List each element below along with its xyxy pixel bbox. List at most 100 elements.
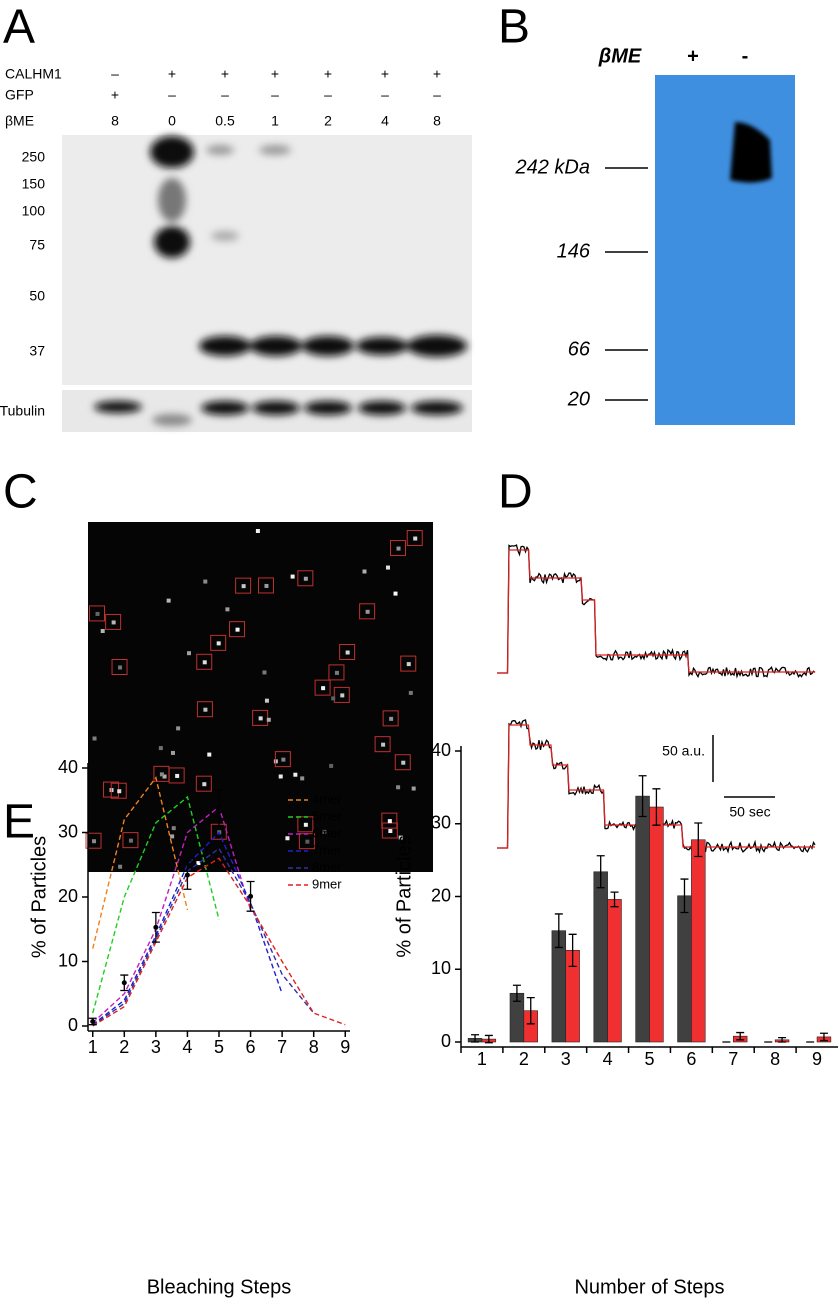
marker-label: 75 bbox=[29, 237, 45, 253]
panel-letter: B bbox=[498, 1, 530, 54]
y-tick-label: 30 bbox=[58, 821, 78, 841]
lane-label: + bbox=[168, 66, 176, 82]
spot bbox=[203, 707, 208, 712]
error-bar bbox=[778, 1036, 787, 1043]
y-tick-label: 20 bbox=[58, 886, 78, 906]
spot bbox=[398, 835, 403, 840]
error-bar bbox=[610, 891, 619, 908]
spot bbox=[187, 651, 192, 656]
spot-box bbox=[339, 644, 356, 661]
bar bbox=[649, 806, 664, 1043]
lane-label: – bbox=[324, 87, 332, 103]
scale-label: 50 a.u. bbox=[662, 743, 705, 759]
lane-label: 2 bbox=[324, 113, 332, 129]
marker-label: 20 bbox=[567, 388, 590, 410]
spot bbox=[176, 726, 181, 731]
spot-box bbox=[122, 832, 139, 849]
x-axis-title: Number of Steps bbox=[574, 1276, 724, 1298]
spot-box bbox=[400, 655, 417, 672]
error-bar bbox=[638, 775, 647, 818]
bar bbox=[607, 899, 622, 1043]
x-tick-label: 2 bbox=[519, 1049, 529, 1069]
spot bbox=[170, 750, 175, 755]
spot-box bbox=[382, 710, 399, 727]
scale-label: 50 sec bbox=[729, 804, 770, 820]
lane-label: 1 bbox=[271, 113, 279, 129]
lane-label: 0.5 bbox=[215, 113, 235, 129]
panel-letter: D bbox=[498, 466, 533, 519]
spot-box bbox=[297, 570, 314, 587]
spot-box bbox=[314, 679, 331, 696]
spot bbox=[381, 742, 386, 747]
series-line bbox=[92, 857, 346, 1027]
spot bbox=[128, 838, 133, 843]
y-tick-label: 30 bbox=[431, 813, 451, 833]
spot bbox=[293, 772, 298, 777]
legend-label: 6mer bbox=[312, 825, 342, 840]
marker-label: 250 bbox=[22, 149, 46, 165]
spot-box bbox=[196, 701, 213, 718]
spot-box bbox=[374, 736, 391, 753]
blot-b-header: βME bbox=[598, 45, 642, 67]
spot bbox=[100, 629, 105, 634]
y-tick-label: 0 bbox=[441, 1031, 451, 1051]
spot-box bbox=[85, 832, 102, 849]
lane-label: 4 bbox=[381, 113, 389, 129]
spot bbox=[175, 773, 180, 778]
spot bbox=[203, 579, 208, 584]
spots bbox=[85, 529, 423, 869]
spot-box bbox=[110, 782, 127, 799]
blot-a bbox=[62, 135, 472, 432]
loading-control-label: Tubulin bbox=[0, 403, 45, 419]
lane-label: + bbox=[111, 87, 119, 103]
spot bbox=[340, 693, 345, 698]
spot bbox=[408, 690, 413, 695]
lane-label: – bbox=[271, 87, 279, 103]
marker-label: 100 bbox=[22, 203, 46, 219]
error-bar bbox=[484, 1034, 493, 1044]
spot bbox=[202, 782, 207, 787]
legend-label: 7mer bbox=[312, 842, 342, 857]
blot-b-band bbox=[730, 122, 772, 183]
spot-box bbox=[390, 540, 407, 557]
error-bar bbox=[596, 855, 605, 889]
lane-label: - bbox=[742, 45, 749, 67]
spot bbox=[365, 609, 370, 614]
spot bbox=[389, 716, 394, 721]
spot bbox=[118, 665, 123, 670]
spot bbox=[411, 786, 416, 791]
spot-box bbox=[229, 621, 246, 638]
spot bbox=[241, 584, 246, 589]
data-point bbox=[121, 980, 127, 986]
x-tick-label: 8 bbox=[309, 1037, 319, 1057]
spot bbox=[258, 716, 263, 721]
spot-box bbox=[274, 751, 291, 768]
bar bbox=[593, 871, 608, 1043]
lane-label: – bbox=[433, 87, 441, 103]
lane-label: + bbox=[271, 66, 279, 82]
spot bbox=[388, 829, 393, 834]
lane-label: 8 bbox=[433, 113, 441, 129]
spot bbox=[266, 717, 271, 722]
legend-label: 5mer bbox=[312, 808, 342, 823]
spot-box bbox=[328, 664, 345, 681]
series-line bbox=[92, 805, 252, 1024]
spot bbox=[334, 670, 339, 675]
spot bbox=[158, 746, 163, 751]
spot bbox=[202, 660, 207, 665]
spot bbox=[322, 829, 327, 834]
x-tick-label: 4 bbox=[182, 1037, 192, 1057]
spot bbox=[92, 839, 97, 844]
spot bbox=[321, 686, 326, 691]
error-bar bbox=[652, 788, 661, 826]
y-tick-label: 20 bbox=[431, 885, 451, 905]
error-bar bbox=[694, 822, 703, 858]
x-axis-title: Bleaching Steps bbox=[147, 1276, 292, 1298]
spot bbox=[166, 598, 171, 603]
lane-label: – bbox=[111, 66, 119, 82]
spot bbox=[396, 785, 401, 790]
spot bbox=[92, 736, 97, 741]
row-label: GFP bbox=[5, 87, 34, 103]
spot bbox=[171, 826, 176, 831]
spot-box bbox=[257, 577, 274, 594]
